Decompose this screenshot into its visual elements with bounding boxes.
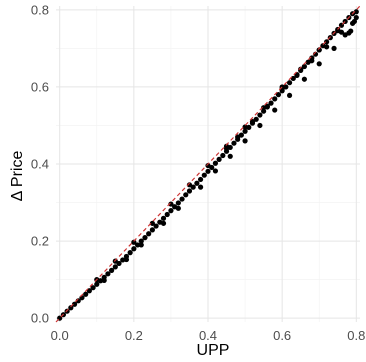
data-point	[101, 277, 107, 283]
y-tick-label: 0.4	[31, 157, 49, 172]
data-point	[123, 256, 130, 263]
data-point	[146, 231, 152, 237]
data-point	[164, 211, 170, 218]
data-point	[242, 124, 248, 130]
data-point	[105, 271, 111, 277]
data-point	[264, 103, 270, 109]
data-point	[257, 112, 263, 118]
data-point	[249, 119, 256, 125]
x-tick-label: 0.8	[347, 328, 365, 343]
data-point	[301, 76, 307, 82]
data-point	[231, 140, 237, 146]
data-point	[83, 291, 89, 297]
data-point	[179, 196, 185, 202]
x-tick-label: 0.2	[125, 328, 143, 343]
data-point	[257, 122, 263, 129]
data-point	[160, 220, 167, 226]
tick-labels: 0.0 0.2 0.4 0.6 0.8 0.0 0.2 0.4 0.6 0.8	[31, 2, 365, 343]
data-point	[331, 45, 337, 51]
data-point	[205, 162, 211, 169]
data-point	[223, 145, 230, 152]
data-point	[294, 72, 300, 78]
data-point	[71, 301, 78, 307]
data-point	[205, 168, 211, 174]
data-point	[212, 160, 219, 166]
data-point	[109, 267, 115, 273]
data-point	[153, 223, 159, 229]
data-point	[227, 153, 233, 159]
y-tick-label: 0.2	[31, 234, 49, 249]
data-point	[142, 235, 148, 241]
data-point	[242, 128, 248, 134]
x-axis-title: UPP	[197, 342, 230, 359]
data-point	[268, 100, 274, 106]
data-point	[112, 264, 118, 270]
data-point	[301, 63, 307, 70]
data-point	[212, 168, 219, 174]
data-point	[127, 250, 133, 256]
data-point	[220, 152, 226, 159]
data-point	[351, 18, 358, 25]
x-tick-label: 0.6	[273, 328, 291, 343]
reference-line	[55, 5, 361, 323]
data-point	[286, 92, 293, 99]
data-point	[272, 107, 278, 113]
data-point	[94, 281, 100, 287]
data-point	[197, 184, 204, 190]
data-point	[235, 134, 241, 140]
points-layer	[57, 9, 359, 321]
grid	[56, 6, 360, 322]
data-point	[175, 200, 181, 206]
data-point	[183, 192, 189, 198]
data-point	[298, 66, 304, 72]
data-point	[353, 14, 359, 21]
reference-line-layer	[55, 5, 361, 323]
data-point	[138, 238, 144, 244]
data-point	[149, 227, 155, 233]
data-point	[131, 239, 137, 245]
data-point	[353, 9, 359, 15]
data-point	[168, 201, 174, 207]
data-point	[90, 285, 96, 291]
data-point	[275, 92, 282, 98]
data-point	[138, 242, 144, 248]
x-tick-label: 0.0	[51, 328, 69, 343]
data-point	[242, 138, 248, 144]
data-point	[324, 39, 330, 45]
x-tick-label: 0.4	[199, 328, 217, 343]
data-point	[160, 215, 167, 221]
y-tick-label: 0.0	[31, 311, 49, 326]
data-point	[116, 260, 122, 267]
data-point	[131, 246, 137, 252]
data-point	[168, 208, 174, 214]
data-point	[309, 58, 315, 64]
data-point	[324, 44, 330, 50]
data-point	[134, 242, 141, 248]
data-point	[197, 176, 204, 183]
data-point	[286, 80, 293, 86]
data-point	[338, 29, 345, 35]
data-point	[290, 75, 296, 82]
data-point	[216, 156, 222, 162]
data-point	[186, 188, 193, 194]
data-point	[253, 116, 259, 122]
data-point	[149, 220, 155, 226]
data-point	[190, 184, 196, 190]
data-point	[186, 182, 193, 188]
data-point	[272, 96, 278, 102]
y-axis-title: Δ Price	[9, 151, 26, 202]
data-point	[201, 172, 207, 178]
data-point	[194, 180, 200, 186]
data-point	[348, 28, 354, 34]
y-tick-label: 0.8	[31, 2, 49, 17]
data-point	[316, 61, 322, 67]
y-tick-label: 0.6	[31, 79, 49, 94]
data-point	[316, 47, 322, 53]
data-point	[175, 205, 181, 211]
data-point	[68, 305, 74, 311]
